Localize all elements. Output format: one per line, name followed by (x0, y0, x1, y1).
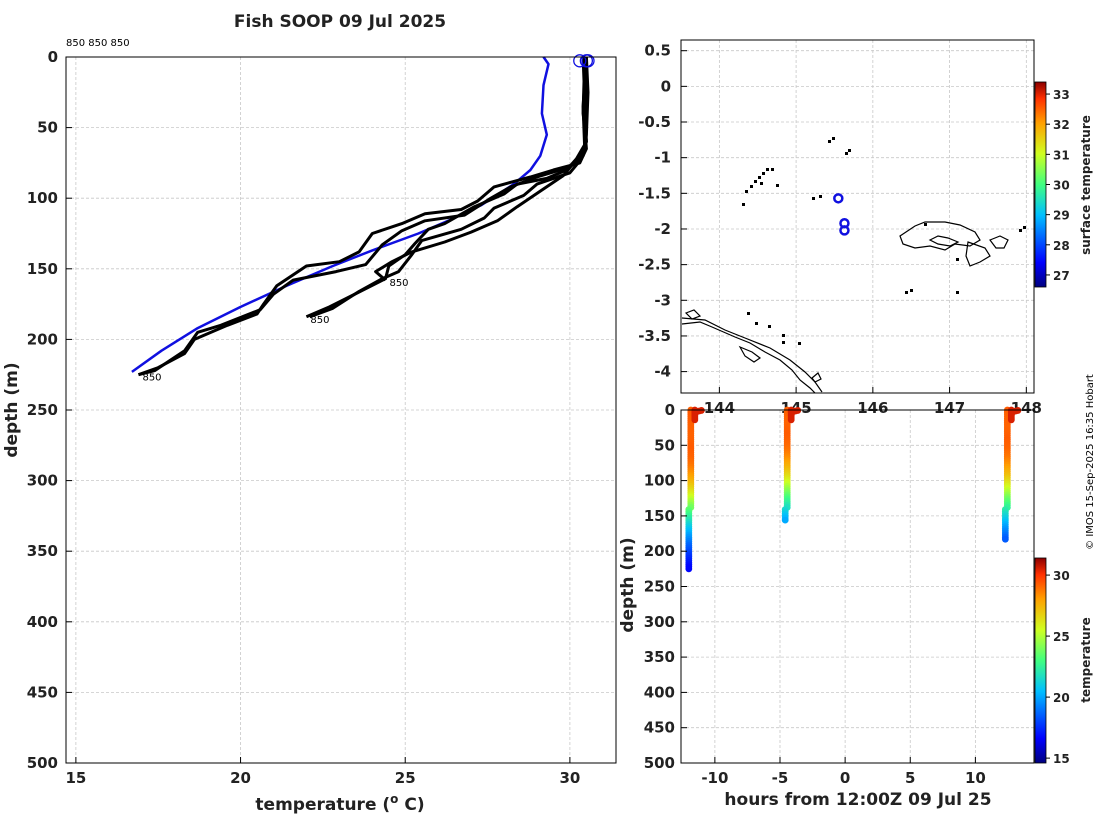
map-colorbar-tick-label: 27 (1053, 269, 1070, 283)
profile-y-tick-label: 350 (27, 542, 58, 560)
map-station-marker (839, 225, 850, 236)
profile-y-tick-label: 100 (27, 189, 58, 207)
depth-time-x-tick-label: -10 (701, 769, 728, 787)
map-colorbar-tick-label: 31 (1053, 148, 1070, 162)
profile-surface-marker (573, 54, 587, 68)
profile-y-tick-label: 150 (27, 260, 58, 278)
profile-end-label: 850 (310, 315, 329, 326)
temperature-colorbar: 15 20 25 30 temperature (1034, 557, 1093, 766)
depth-time-cast (685, 406, 705, 573)
map-colorbar-tick-label: 33 (1053, 88, 1070, 102)
depth-time-point (781, 516, 789, 524)
credit-text: © IMOS 15-Sep-2025 16:35 Hobart (1085, 374, 1096, 550)
map-station-marker (833, 193, 844, 204)
map-y-tick-label: -2.5 (638, 256, 671, 274)
profile-top-annotation: 850 850 850 (66, 38, 130, 49)
depth-time-x-tick-label: -5 (772, 769, 789, 787)
map-y-tick-label: -3 (654, 291, 671, 309)
profile-line-profile-2 (138, 56, 590, 377)
depth-time-point (1001, 535, 1009, 543)
map-y-tick-label: -3.5 (638, 327, 671, 345)
depth-time-y-tick-label: 100 (644, 472, 675, 490)
map-y-tick-label: -1 (654, 149, 671, 167)
islands (742, 137, 1026, 345)
map-colorbar-tick-label: 30 (1053, 179, 1070, 193)
depth-time-y-tick-label: 0 (665, 401, 675, 419)
temperature-colorbar-gradient (1034, 557, 1047, 764)
depth-time-x-axis-label: hours from 12:00Z 09 Jul 25 (724, 790, 991, 810)
depth-time-surface-point (787, 416, 795, 424)
profile-end-label: 850 (142, 373, 161, 384)
profile-x-tick-label: 15 (65, 769, 86, 787)
depth-time-y-tick-label: 350 (644, 648, 675, 666)
map-colorbar-label: surface temperature (1079, 115, 1093, 255)
profile-end-label: 850 (389, 278, 408, 289)
map-colorbar-tick-label: 28 (1053, 239, 1070, 253)
profile-y-axis-label: depth (m) (2, 362, 22, 457)
coastline (681, 221, 1009, 394)
profile-plot: Fish SOOP 09 Jul 2025 850 850 850 850 850… (2, 12, 617, 815)
depth-time-y-tick-label: 500 (644, 754, 675, 772)
map-x-tick-label: 147 (934, 399, 965, 417)
profile-x-tick-label: 25 (395, 769, 416, 787)
depth-time-y-tick-label: 200 (644, 542, 675, 560)
figure-title: Fish SOOP 09 Jul 2025 (234, 12, 446, 32)
map-frame (680, 39, 1035, 394)
profile-line-profile-1 (137, 56, 588, 377)
map-colorbar-gradient (1034, 81, 1047, 288)
depth-time-y-axis-label: depth (m) (618, 537, 638, 632)
temperature-colorbar-label: temperature (1079, 617, 1093, 702)
profile-y-tick-label: 300 (27, 472, 58, 490)
profile-x-tick-label: 20 (230, 769, 251, 787)
profile-line-profile-5 (374, 56, 588, 282)
depth-time-y-tick-label: 150 (644, 507, 675, 525)
map-x-tick-label: 144 (704, 399, 735, 417)
location-map: 144145146147148 0.50-0.5-1-1.5-2-2.5-3-3… (638, 39, 1042, 417)
profile-line-profile-4 (309, 56, 588, 319)
map-y-tick-label: 0 (661, 77, 671, 95)
depth-time-y-tick-label: 400 (644, 683, 675, 701)
profile-y-tick-label: 250 (27, 401, 58, 419)
depth-time-surface-point (691, 416, 699, 424)
temperature-colorbar-tick-label: 30 (1053, 569, 1070, 583)
profile-x-axis-label: temperature (o C) (255, 792, 424, 815)
depth-time-point (685, 565, 693, 573)
map-colorbar: 27 28 29 30 31 32 33 surface temperature (1034, 81, 1093, 288)
depth-time-cast (1001, 406, 1022, 543)
map-colorbar-tick-label: 29 (1053, 209, 1070, 223)
temperature-colorbar-tick-label: 20 (1053, 691, 1070, 705)
depth-time-plot: -10 -5 0 5 10 0 50 100 150 200 250 300 350 400 450 500… (618, 401, 1035, 810)
profile-y-tick-label: 0 (48, 48, 58, 66)
map-y-tick-label: 0.5 (644, 42, 671, 60)
map-y-tick-label: -2 (654, 220, 671, 238)
temperature-colorbar-tick-label: 25 (1053, 630, 1070, 644)
temperature-colorbar-tick-label: 15 (1053, 752, 1070, 766)
map-y-tick-label: -1.5 (638, 184, 671, 202)
profile-y-tick-label: 450 (27, 683, 58, 701)
depth-time-x-tick-label: 0 (840, 769, 850, 787)
depth-time-x-tick-label: 10 (965, 769, 986, 787)
depth-time-x-tick-label: 5 (905, 769, 915, 787)
depth-time-cast (781, 406, 802, 524)
map-colorbar-tick-label: 32 (1053, 118, 1070, 132)
depth-time-y-tick-label: 50 (654, 436, 675, 454)
depth-time-surface-point (1007, 416, 1015, 424)
profile-surface-marker (581, 54, 595, 68)
profile-y-tick-label: 200 (27, 330, 58, 348)
profile-x-tick-label: 30 (559, 769, 580, 787)
profile-y-tick-label: 400 (27, 613, 58, 631)
profile-y-tick-label: 500 (27, 754, 58, 772)
depth-time-y-tick-label: 300 (644, 613, 675, 631)
map-y-tick-label: -0.5 (638, 113, 671, 131)
map-y-tick-label: -4 (654, 363, 671, 381)
depth-time-y-tick-label: 450 (644, 719, 675, 737)
profile-y-tick-label: 50 (37, 119, 58, 137)
map-x-tick-label: 146 (857, 399, 888, 417)
depth-time-y-tick-label: 250 (644, 578, 675, 596)
